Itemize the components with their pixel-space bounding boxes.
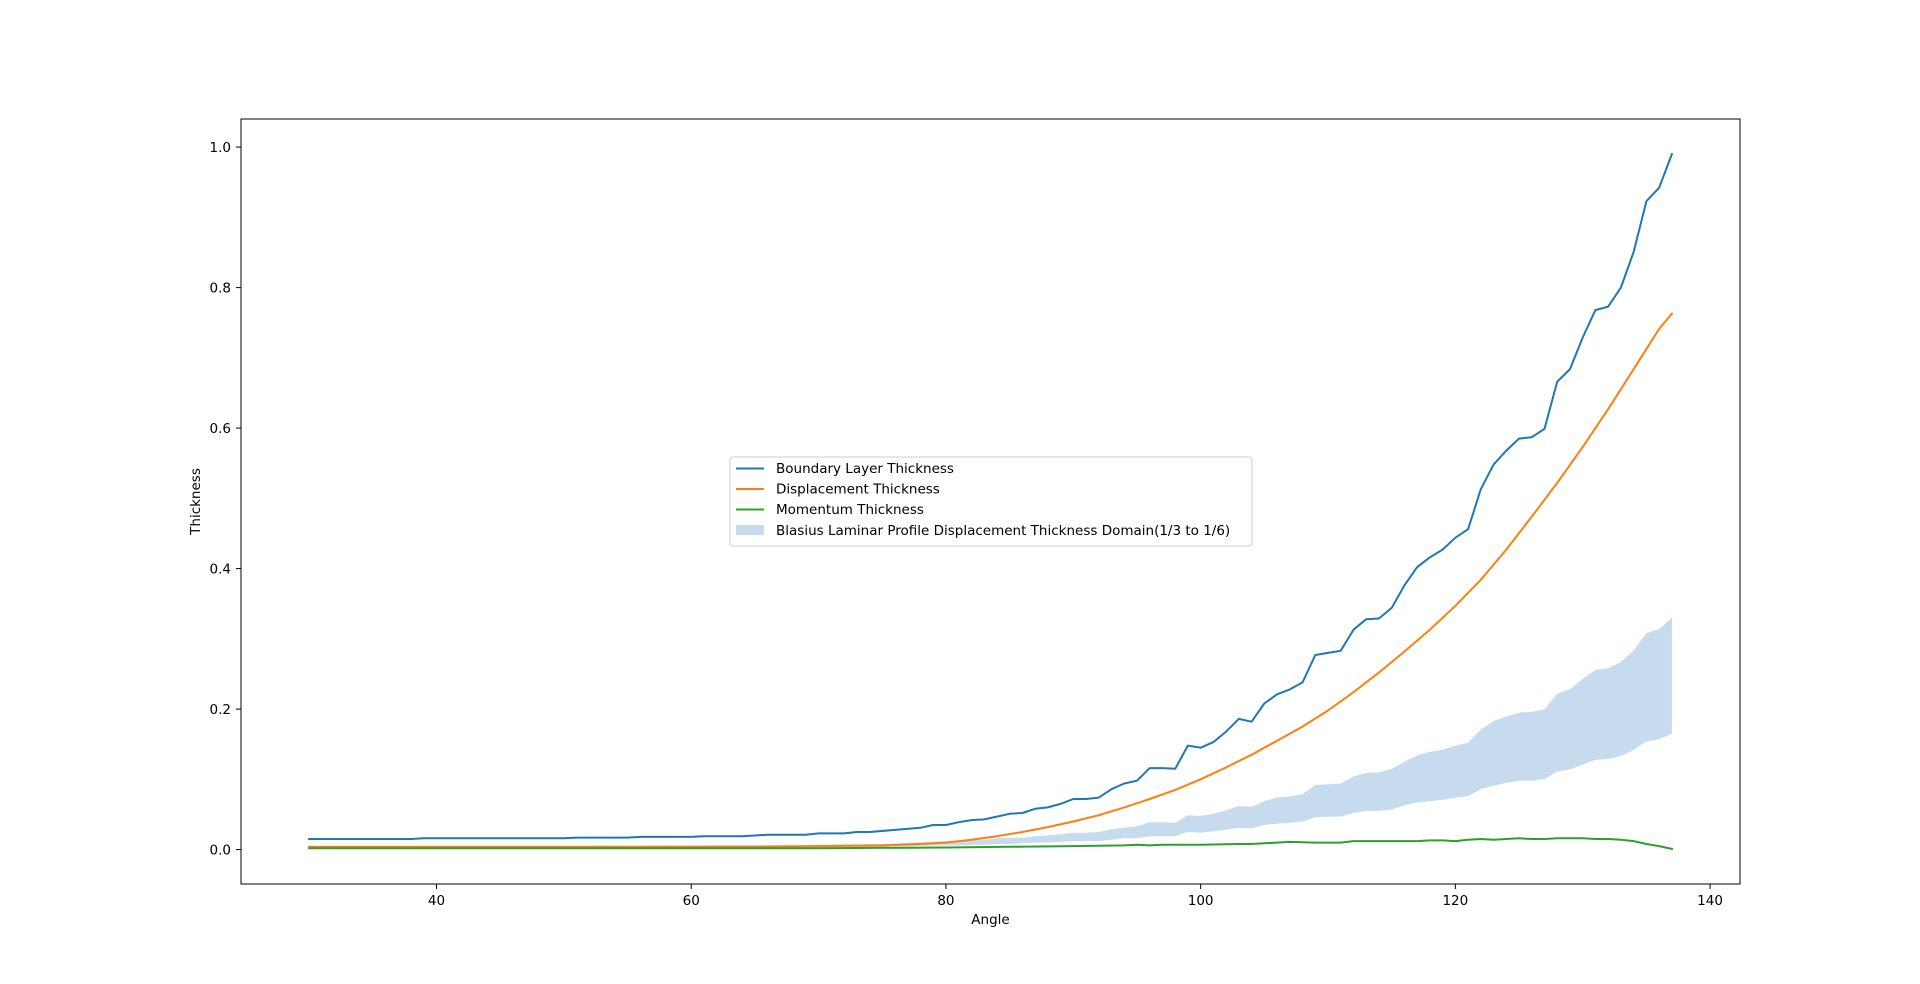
legend-box xyxy=(729,456,1253,547)
x-tick-label: 120 xyxy=(1442,893,1468,909)
x-tick-label: 40 xyxy=(428,893,445,909)
x-tick-label: 80 xyxy=(937,893,954,909)
series-displacement-line xyxy=(308,312,1674,848)
legend-label-band: Blasius Laminar Profile Displacement Thi… xyxy=(776,523,1230,539)
legend-label-displacement: Displacement Thickness xyxy=(776,482,940,498)
legend-label-boundary: Boundary Layer Thickness xyxy=(776,461,954,477)
series-momentum-line xyxy=(308,837,1674,851)
y-axis-label: Thickness xyxy=(188,468,204,536)
legend-label-momentum: Momentum Thickness xyxy=(776,502,924,518)
x-tick-label: 100 xyxy=(1188,893,1214,909)
y-tick-label: 0.0 xyxy=(210,843,231,859)
axis-ticks: 40 60 80 100 120 140 0.0 0.2 0.4 0.6 0.8 1.0 xyxy=(210,140,1723,909)
x-axis-label: Angle xyxy=(971,912,1009,928)
legend: Boundary Layer Thickness Displacement Th… xyxy=(729,456,1253,547)
y-tick-label: 0.8 xyxy=(210,281,231,297)
band-blasius-domain xyxy=(309,617,1672,849)
legend-swatch-band xyxy=(736,525,764,535)
axes-frame xyxy=(240,118,1741,885)
x-tick-label: 60 xyxy=(683,893,700,909)
y-tick-label: 0.4 xyxy=(210,562,231,578)
y-tick-label: 1.0 xyxy=(210,140,231,156)
y-tick-label: 0.2 xyxy=(210,702,231,718)
series-boundary-layer-line xyxy=(308,152,1674,840)
y-tick-label: 0.6 xyxy=(210,421,231,437)
plot-area xyxy=(308,152,1674,851)
x-tick-label: 140 xyxy=(1697,893,1723,909)
